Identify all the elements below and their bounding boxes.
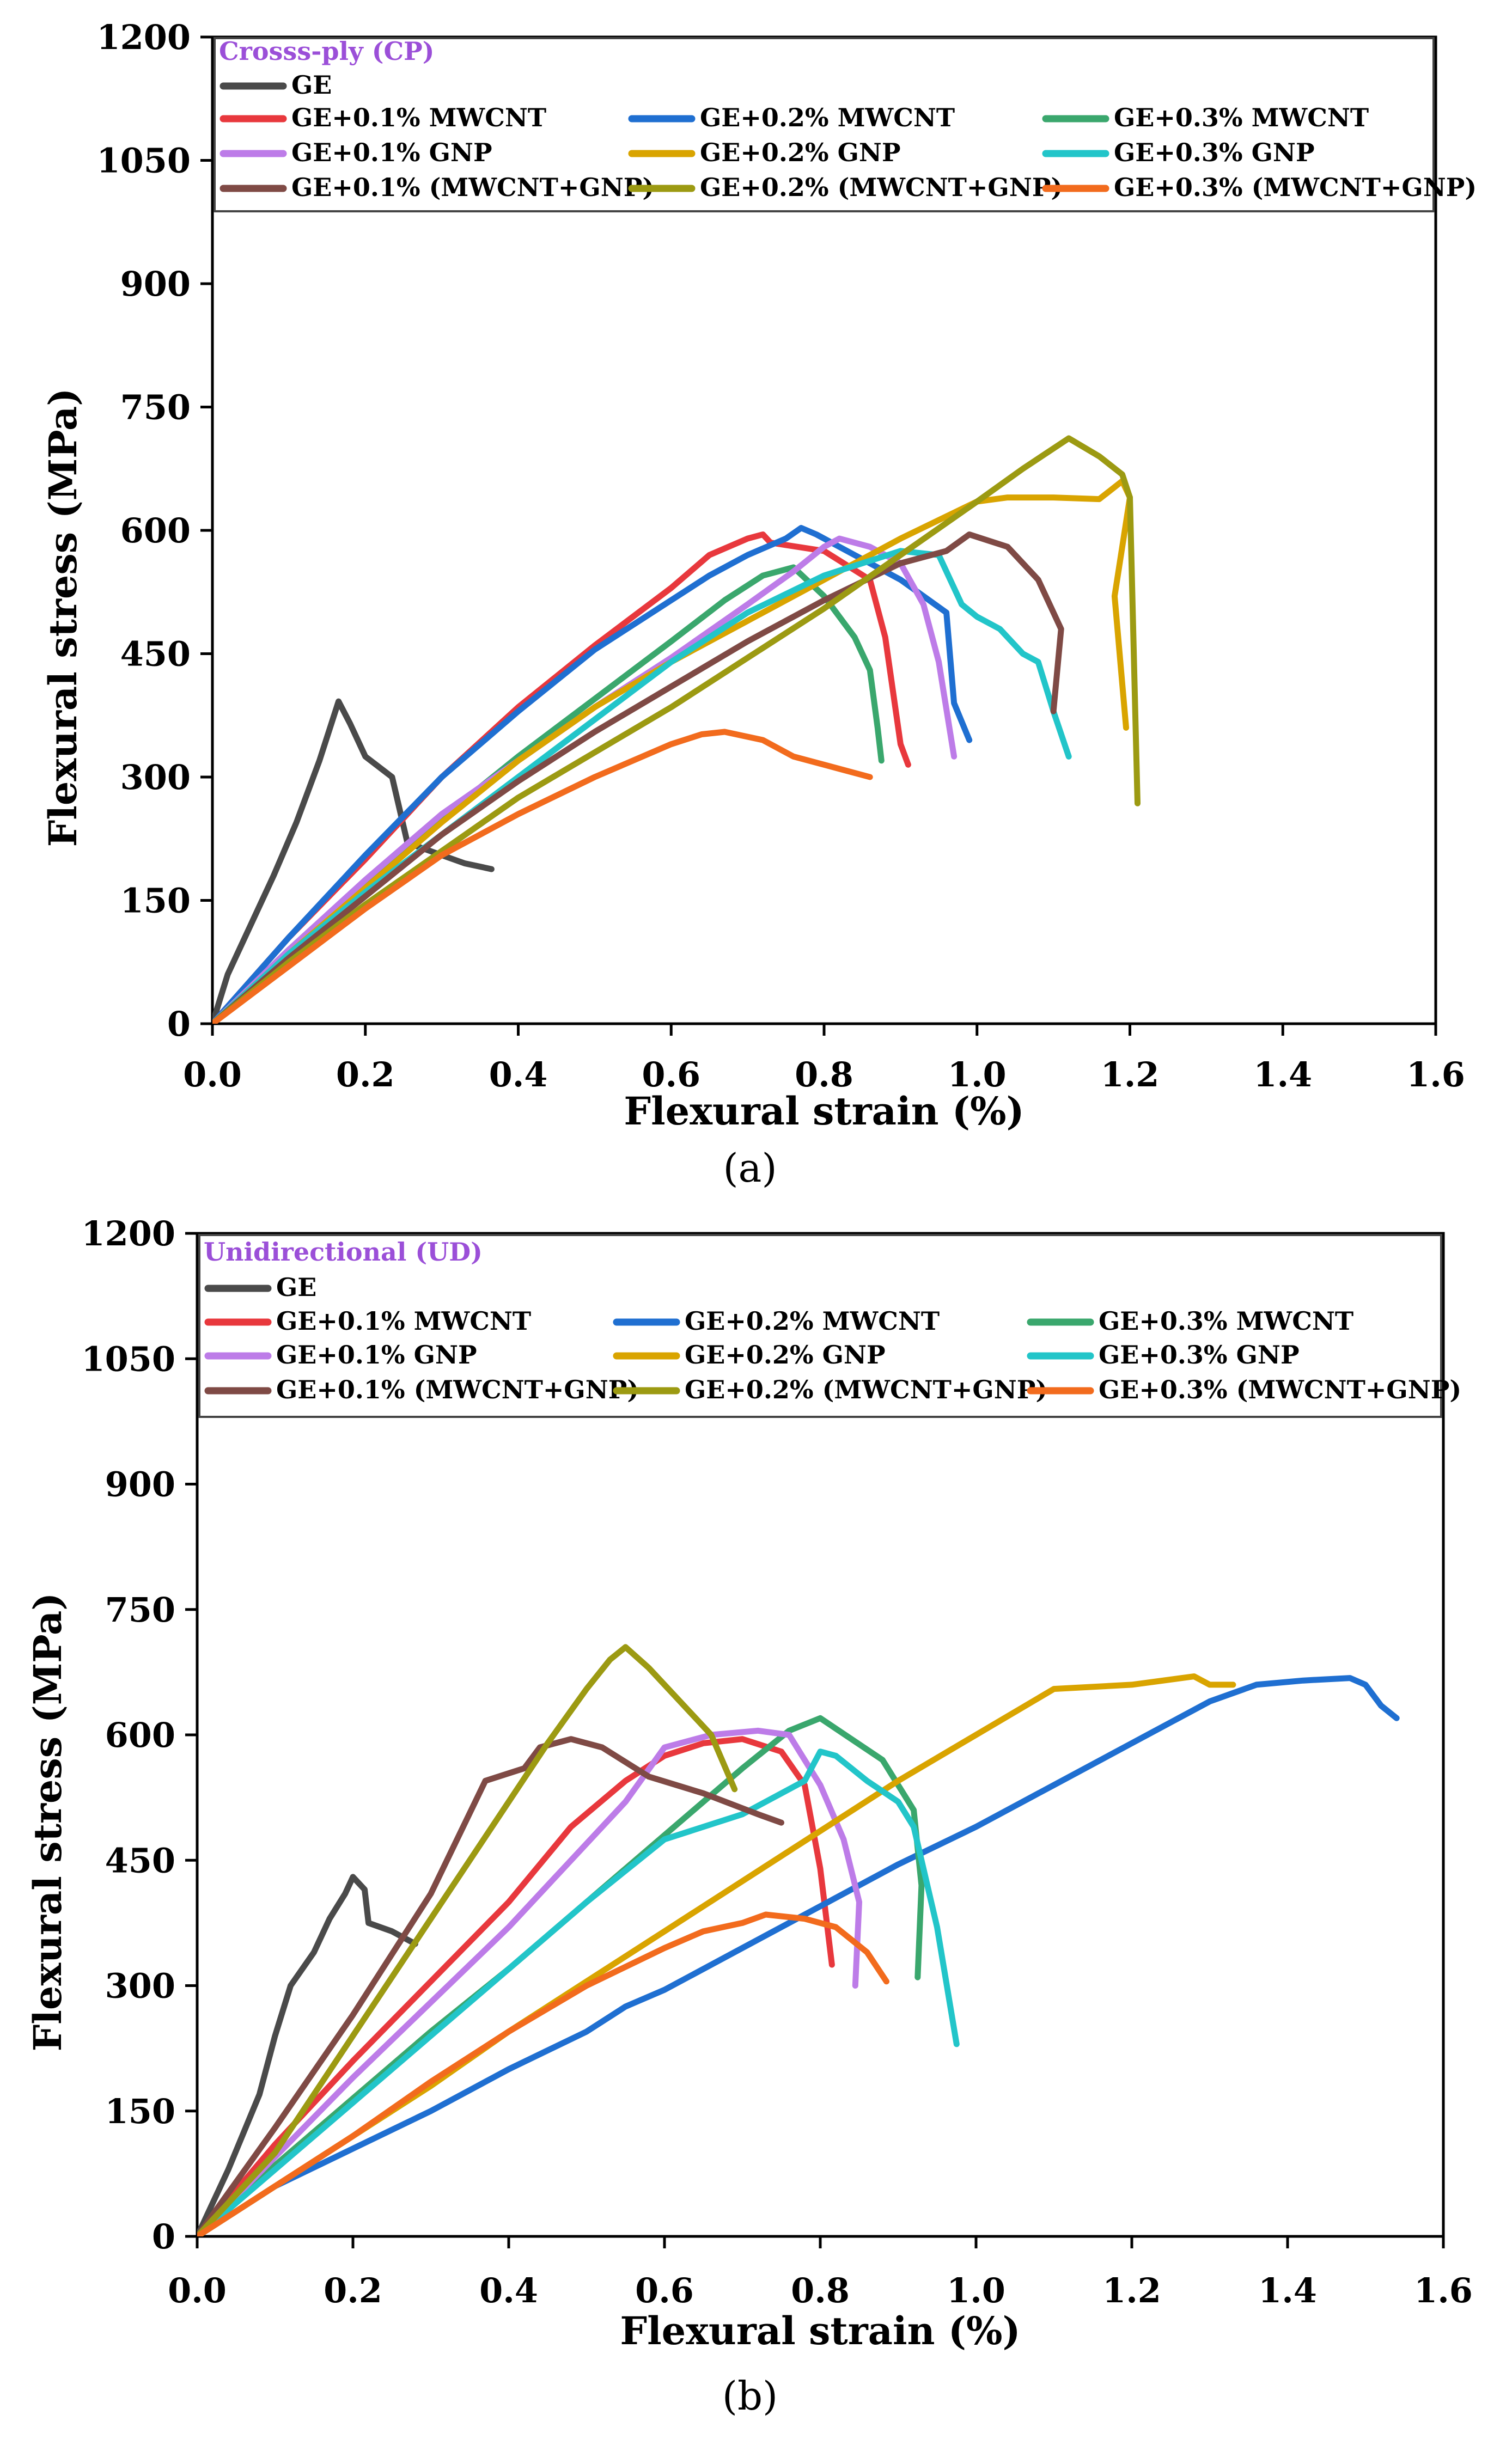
y-tick-label: 450 — [120, 634, 191, 674]
series-line-9 — [212, 729, 873, 1024]
legend-label-9: GE+0.3% (MWCNT+GNP) — [1099, 1375, 1461, 1404]
series-line-7 — [212, 531, 1064, 1024]
x-tick-label: 1.2 — [1102, 2271, 1161, 2310]
series-line-7 — [197, 1736, 784, 2236]
series-line-0 — [197, 1874, 418, 2236]
figure-caption: (b) — [722, 2373, 778, 2419]
legend-label-0: GE — [276, 1273, 316, 1302]
x-tick-label: 0.8 — [791, 2271, 850, 2310]
y-tick-label: 1050 — [96, 141, 191, 181]
legend-label-6: GE+0.3% GNP — [1114, 138, 1315, 167]
figure-caption: (a) — [723, 1145, 777, 1191]
series-line-3 — [197, 1715, 925, 2236]
legend-label-4: GE+0.1% GNP — [276, 1340, 477, 1369]
series-line-8 — [197, 1644, 738, 2236]
y-tick-label: 0 — [167, 1004, 191, 1044]
series-lines — [197, 1644, 1400, 2236]
y-tick-label: 450 — [105, 1841, 175, 1880]
y-axis-label: Flexural stress (MPa) — [40, 388, 86, 847]
legend-box — [198, 1234, 1442, 1418]
legend-label-4: GE+0.1% GNP — [291, 138, 492, 167]
y-tick-label: 150 — [105, 2092, 175, 2131]
legend-label-9: GE+0.3% (MWCNT+GNP) — [1114, 173, 1477, 202]
x-tick-label: 0.2 — [324, 2271, 382, 2310]
x-tick-label: 0.2 — [336, 1055, 395, 1095]
y-tick-label: 0 — [152, 2217, 175, 2257]
x-tick-label: 0.4 — [479, 2271, 538, 2310]
y-tick-label: 600 — [105, 1715, 175, 1755]
legend-label-6: GE+0.3% GNP — [1099, 1340, 1300, 1369]
x-tick-label: 0.4 — [489, 1055, 548, 1095]
legend-label-8: GE+0.2% (MWCNT+GNP) — [685, 1375, 1047, 1404]
x-tick-label: 1.2 — [1101, 1055, 1160, 1095]
y-tick-label: 750 — [120, 388, 191, 427]
x-tick-label: 1.0 — [948, 1055, 1007, 1095]
series-line-3 — [212, 564, 885, 1024]
chart-title: Unidirectional (UD) — [204, 1237, 483, 1267]
legend-label-0: GE — [291, 70, 332, 100]
legend-label-1: GE+0.1% MWCNT — [291, 103, 546, 132]
y-tick-label: 750 — [105, 1590, 175, 1630]
x-tick-label: 0.6 — [642, 1055, 700, 1095]
legend-label-2: GE+0.2% MWCNT — [700, 103, 955, 132]
y-tick-label: 1200 — [81, 1214, 175, 1254]
chart-unidirectional: 0 150 300 450 600 750 900 1050 1200 0.0 0.2 0.4 0.6 0… — [25, 1214, 1473, 2419]
x-tick-label: 0.8 — [795, 1055, 853, 1095]
y-tick-label: 150 — [120, 881, 191, 921]
x-tick-label: 1.0 — [947, 2271, 1005, 2310]
series-line-5 — [197, 1673, 1236, 2236]
y-tick-label: 300 — [120, 757, 191, 797]
legend-label-8: GE+0.2% (MWCNT+GNP) — [700, 173, 1063, 202]
x-tick-label: 0.0 — [168, 2271, 227, 2310]
legend-label-5: GE+0.2% GNP — [685, 1340, 886, 1369]
x-tick-label: 1.4 — [1253, 1055, 1312, 1095]
legend-label-3: GE+0.3% MWCNT — [1114, 103, 1369, 132]
series-lines — [212, 435, 1141, 1024]
y-tick-label: 900 — [120, 264, 191, 304]
legend-label-7: GE+0.1% (MWCNT+GNP) — [291, 173, 654, 202]
legend-label-3: GE+0.3% MWCNT — [1099, 1306, 1353, 1336]
y-axis-label: Flexural stress (MPa) — [25, 1593, 70, 2052]
y-tick-label: 1050 — [81, 1339, 175, 1379]
series-line-6 — [197, 1748, 960, 2236]
y-tick-label: 1200 — [96, 17, 191, 57]
legend-box — [214, 37, 1435, 212]
legend-label-5: GE+0.2% GNP — [700, 138, 901, 167]
legend-label-1: GE+0.1% MWCNT — [276, 1306, 531, 1336]
series-line-5 — [212, 478, 1133, 1024]
x-tick-label: 1.6 — [1406, 1055, 1465, 1095]
series-line-8 — [212, 435, 1141, 1024]
y-tick-label: 900 — [105, 1465, 175, 1505]
x-tick-label: 1.6 — [1414, 2271, 1473, 2310]
series-line-0 — [212, 698, 495, 1024]
series-line-1 — [197, 1736, 835, 2236]
series-line-2 — [197, 1675, 1400, 2236]
y-tick-label: 600 — [120, 511, 191, 551]
series-line-4 — [212, 535, 958, 1024]
x-tick-label: 1.4 — [1258, 2271, 1317, 2310]
x-axis-label: Flexural strain (%) — [624, 1089, 1024, 1134]
chart-title: Crosss-ply (CP) — [219, 36, 434, 66]
x-tick-label: 0.6 — [635, 2271, 694, 2310]
legend-label-7: GE+0.1% (MWCNT+GNP) — [276, 1375, 639, 1404]
x-tick-label: 0.0 — [183, 1055, 242, 1095]
legend-label-2: GE+0.2% MWCNT — [685, 1306, 940, 1336]
x-axis-label: Flexural strain (%) — [620, 2308, 1020, 2353]
y-tick-label: 300 — [105, 1966, 175, 2006]
chart-cross-ply: 0 150 300 450 600 750 900 1050 1200 0.0 0.2 0.4 0.6 0… — [40, 17, 1477, 1191]
series-line-9 — [197, 1911, 889, 2236]
